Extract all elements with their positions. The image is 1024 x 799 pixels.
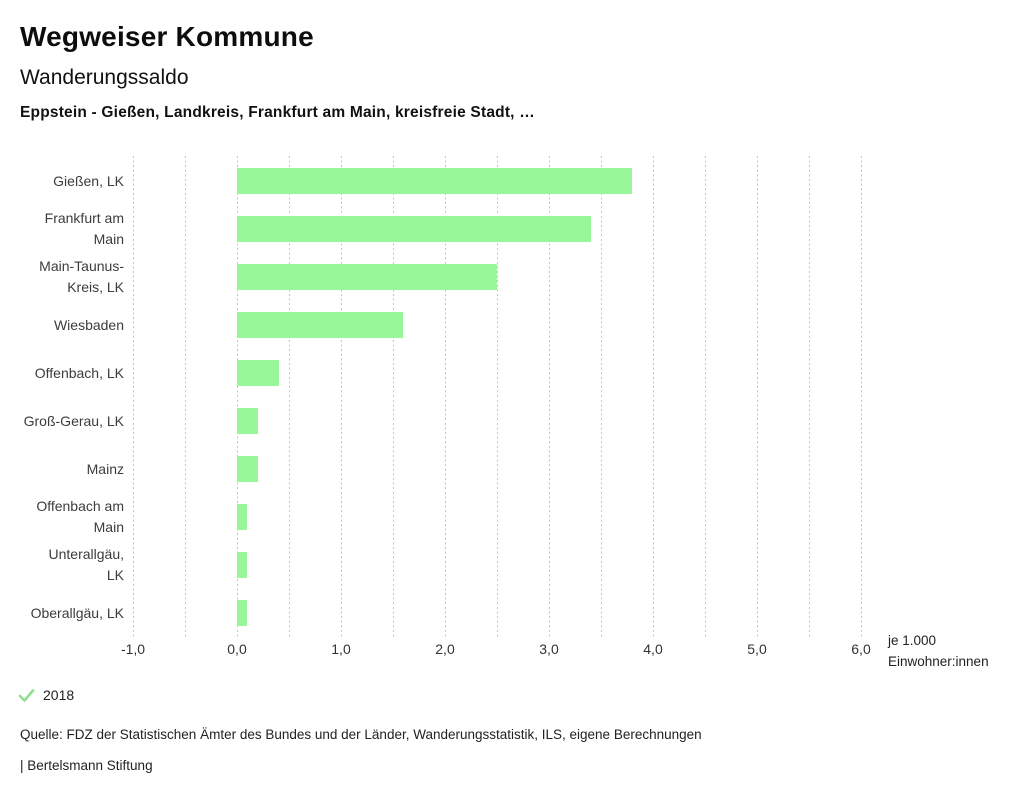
legend-item-2018[interactable]: 2018 [18,687,74,703]
source-text: Quelle: FDZ der Statistischen Ämter des … [20,727,702,742]
x-tick-label: 3,0 [539,641,559,657]
category-axis: Gießen, LK Frankfurt am Main Main-Taunus- Kr… [0,156,124,637]
bar-gießen-lk[interactable] [237,168,633,194]
gridline [237,156,238,637]
category-label: Gießen, LK [53,172,124,189]
category-label: Wiesbaden [53,316,124,333]
category-label: Unterallgäu, LK [48,546,125,584]
x-tick-label: 5,0 [747,641,767,657]
bar-offenbach-lk[interactable] [237,360,279,387]
category-label: Oberallgäu, LK [30,604,124,621]
check-icon [18,688,35,702]
category-label: Frankfurt am Main [44,210,124,247]
x-axis: -1,0 0,0 1,0 2,0 3,0 4,0 5,0 6,0 [0,641,1024,659]
gridline [289,156,290,637]
bar-oberallgäu-lk[interactable] [237,600,248,627]
bar-offenbach-am-main[interactable] [237,504,248,531]
x-tick-label: 6,0 [851,641,871,657]
category-label: Main-Taunus- Kreis, LK [39,258,124,296]
gridline [861,156,862,637]
gridline [809,156,810,637]
page-title: Wegweiser Kommune [20,21,314,52]
branding-text: | Bertelsmann Stiftung [20,758,153,773]
axis-unit-label: je 1.000 Einwohner:innen [888,630,989,672]
axis-unit-line1: je 1.000 [888,633,937,648]
category-label: Groß-Gerau, LK [23,412,124,429]
x-tick-label: 2,0 [435,641,455,657]
bar-groß-gerau-lk[interactable] [237,408,258,435]
chart-subtitle: Eppstein - Gießen, Landkreis, Frankfurt … [20,104,535,121]
bar-chart-plot [133,156,862,637]
gridline [341,156,342,637]
chart-title: Wanderungssaldo [20,66,189,89]
x-tick-label: 1,0 [331,641,351,657]
bar-frankfurt-am-main[interactable] [237,216,591,242]
gridline [393,156,394,637]
gridline [705,156,706,637]
category-label: Offenbach, LK [34,364,124,381]
x-tick-label: 4,0 [643,641,663,657]
legend-year-label: 2018 [43,687,75,703]
gridline [497,156,498,637]
gridline [133,156,134,637]
gridline [549,156,550,637]
gridline [445,156,446,637]
axis-unit-line2: Einwohner:innen [888,654,989,669]
bar-unterallgäu-lk[interactable] [237,552,248,579]
bar-wiesbaden[interactable] [237,312,404,339]
gridline [601,156,602,637]
category-label: Offenbach am Main [36,498,124,536]
bar-mainz[interactable] [237,456,258,483]
x-tick-label: -1,0 [120,641,146,657]
bar-main-taunus-kreis-lk[interactable] [237,264,497,291]
gridline [757,156,758,637]
x-tick-label: 0,0 [227,641,247,657]
gridline [185,156,186,637]
gridline [653,156,654,637]
category-label: Mainz [86,460,124,477]
